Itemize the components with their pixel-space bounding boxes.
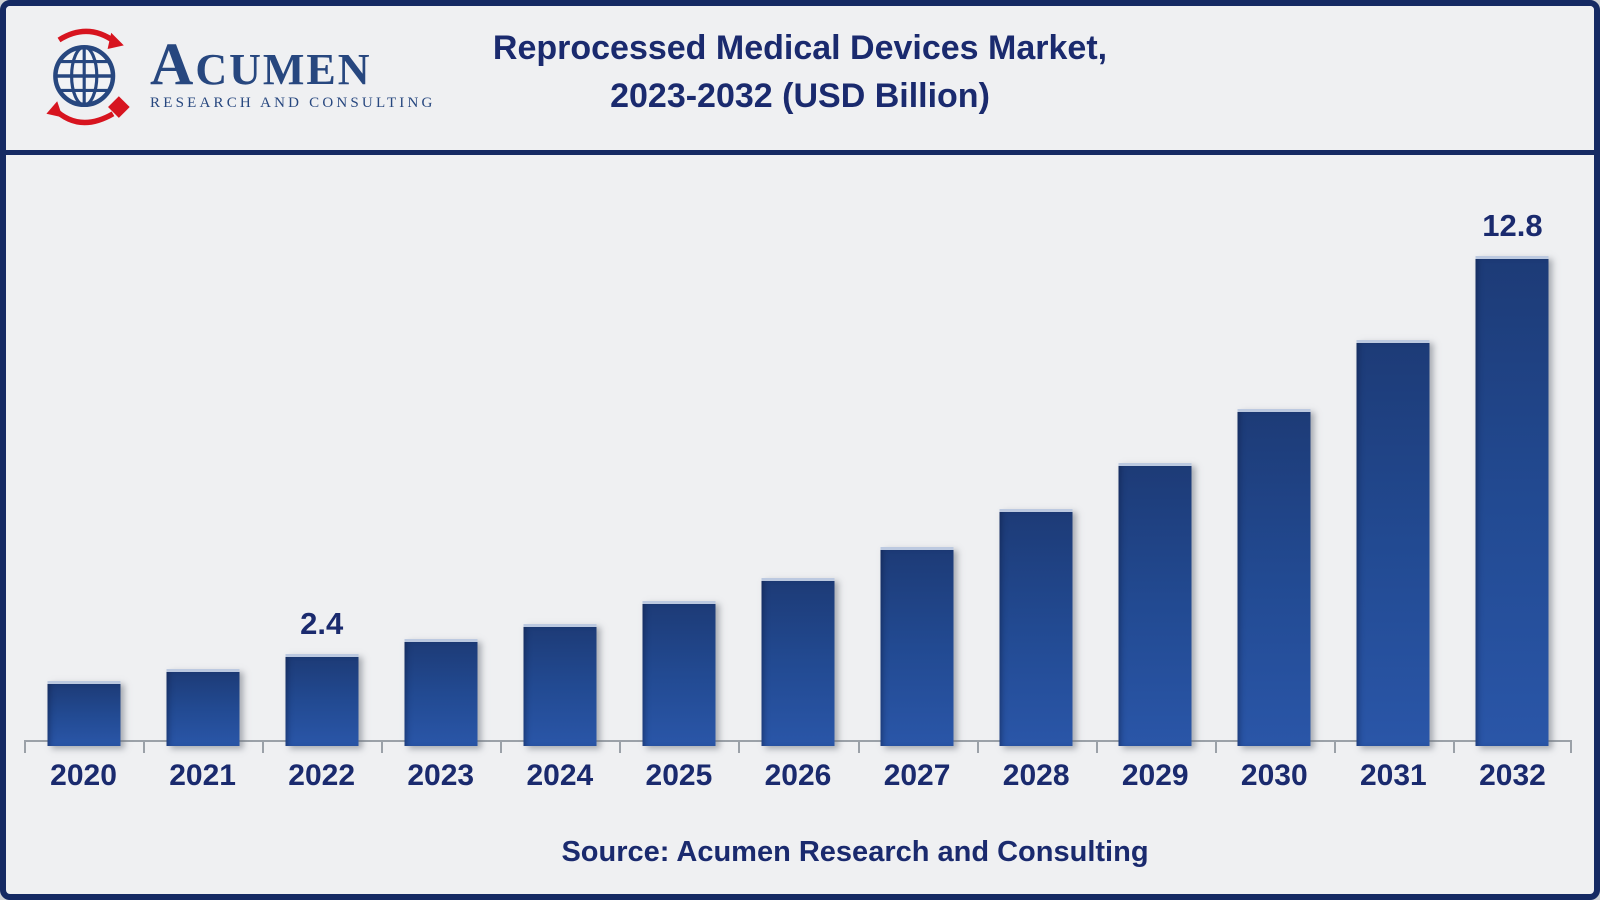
plot-area: 2020 2021 2.4 2022 2023 2024 2025 2026 2027 2028 2… [24, 156, 1572, 792]
brand-tagline: RESEARCH AND CONSULTING [150, 95, 436, 111]
x-label-2030: 2030 [1240, 759, 1308, 792]
bar-cell: 2028 [977, 156, 1096, 792]
x-label-2025: 2025 [645, 759, 713, 792]
axis-tick [738, 741, 741, 753]
axis-tick [1570, 741, 1572, 753]
x-label-2022: 2022 [288, 759, 356, 792]
bar-cell: 2031 [1334, 156, 1453, 792]
bar-2020 [47, 680, 121, 746]
x-label-2028: 2028 [1002, 759, 1070, 792]
bar-cell: 2.4 2022 [262, 156, 381, 792]
bar-cell: 2025 [619, 156, 738, 792]
logo-text: ACUMEN RESEARCH AND CONSULTING [150, 40, 436, 112]
bar-2024 [523, 623, 597, 746]
axis-tick [1333, 741, 1336, 753]
chart-title-line2: 2023-2032 (USD Billion) [610, 77, 990, 115]
bar-2029 [1118, 462, 1192, 746]
chart-title: Reprocessed Medical Devices Market, 2023… [6, 24, 1594, 120]
globe-icon [46, 28, 130, 126]
value-label-2032: 12.8 [1482, 208, 1543, 243]
bar-2032 [1475, 256, 1549, 746]
axis-tick [381, 741, 384, 753]
bar-2025 [642, 600, 716, 746]
bar-cell: 2021 [143, 156, 262, 792]
brand-name: ACUMEN [150, 31, 372, 97]
x-label-2029: 2029 [1121, 759, 1189, 792]
chart-title-line1: Reprocessed Medical Devices Market, [492, 29, 1108, 67]
bar-cell: 2029 [1096, 156, 1215, 792]
bar-2030 [1237, 409, 1311, 746]
x-label-2031: 2031 [1360, 759, 1427, 792]
axis-tick [1095, 741, 1098, 753]
bar-cell: 2023 [381, 156, 500, 792]
axis-tick [1214, 741, 1217, 753]
value-label-2022: 2.4 [300, 606, 344, 642]
x-label-2024: 2024 [526, 759, 594, 792]
x-label-2023: 2023 [407, 759, 475, 792]
bar-2021 [166, 669, 240, 746]
axis-tick [857, 741, 860, 753]
axis-tick [1452, 741, 1455, 753]
bar-2026 [761, 577, 835, 746]
bar-cell: 12.8 2032 [1453, 156, 1572, 792]
axis-tick [262, 741, 265, 753]
bar-2022 [285, 654, 359, 746]
axis-tick [976, 741, 979, 753]
bar-2031 [1356, 340, 1430, 746]
bar-cell: 2030 [1215, 156, 1334, 792]
bar-cell: 2020 [24, 156, 143, 792]
bar-2023 [404, 638, 478, 746]
axis-tick [24, 741, 26, 753]
bar-2027 [880, 546, 954, 746]
x-label-2032: 2032 [1479, 759, 1546, 792]
x-label-2020: 2020 [50, 759, 117, 792]
bar-cell: 2026 [738, 156, 857, 792]
axis-tick [143, 741, 146, 753]
acumen-logo: ACUMEN RESEARCH AND CONSULTING [32, 20, 436, 132]
axis-tick [500, 741, 503, 753]
bar-cell: 2024 [500, 156, 619, 792]
x-label-2027: 2027 [883, 759, 951, 792]
source-note: Source: Acumen Research and Consulting [561, 836, 1149, 868]
header: ACUMEN RESEARCH AND CONSULTING Reprocess… [6, 6, 1594, 155]
x-label-2026: 2026 [764, 759, 832, 792]
x-label-2021: 2021 [169, 759, 236, 792]
axis-tick [619, 741, 622, 753]
bar-cell: 2027 [858, 156, 977, 792]
bar-2028 [999, 508, 1073, 746]
